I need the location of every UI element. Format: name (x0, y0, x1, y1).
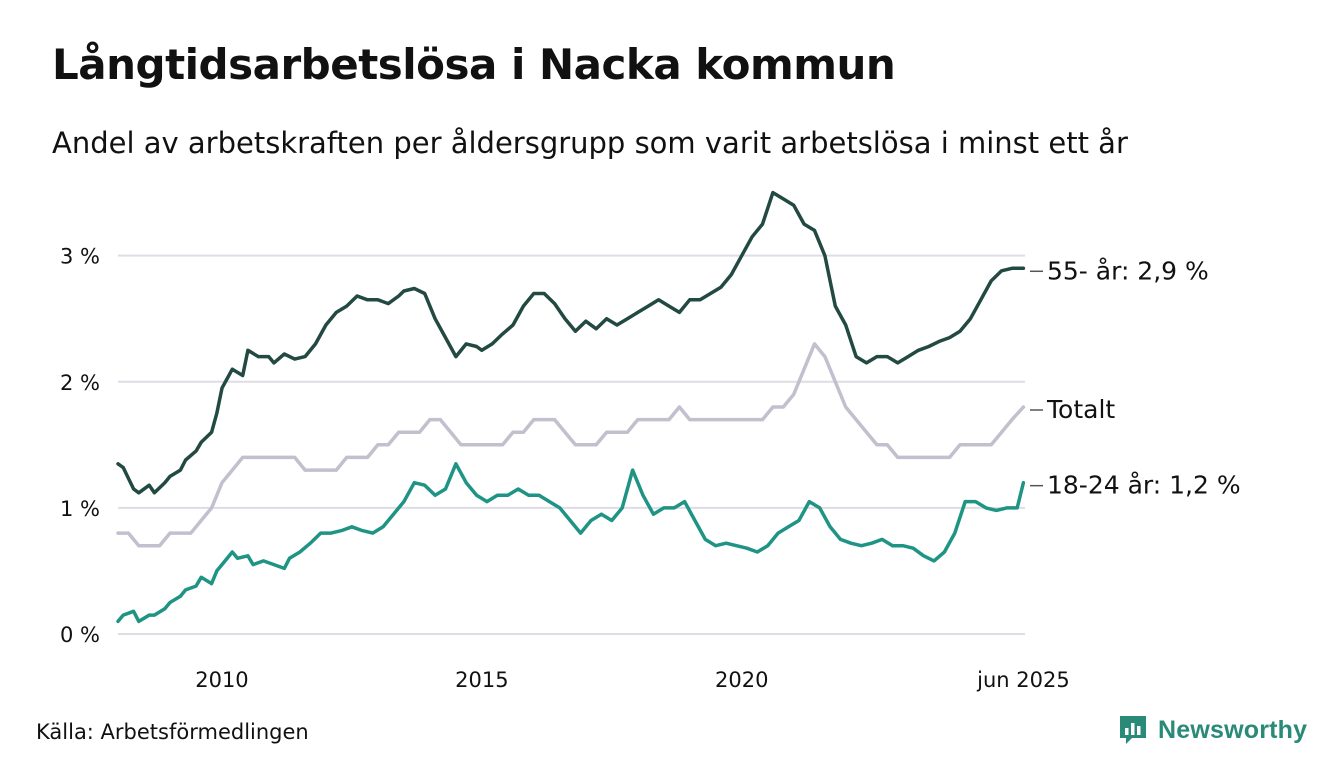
y-tick-label: 2 % (60, 371, 100, 395)
chart-subtitle: Andel av arbetskraften per åldersgrupp s… (52, 126, 1128, 160)
x-tick-label: jun 2025 (976, 668, 1070, 692)
x-tick-label: 2010 (195, 668, 248, 692)
y-tick-label: 3 % (60, 245, 100, 269)
end-label-s55: 55- år: 2,9 % (1047, 256, 1209, 285)
source-note: Källa: Arbetsförmedlingen (36, 720, 309, 744)
series-line-total (116, 342, 1026, 548)
brand-name: Newsworthy (1158, 715, 1308, 744)
x-tick-label: 2020 (715, 668, 768, 692)
y-tick-label: 1 % (60, 497, 100, 521)
end-label-total: Totalt (1046, 395, 1115, 424)
series-line-s55 (116, 190, 1026, 495)
y-tick-label: 0 % (60, 623, 100, 647)
newsworthy-logo-icon (1120, 716, 1146, 744)
series-line-s18 (116, 462, 1026, 624)
chart-title: Långtidsarbetslösa i Nacka kommun (52, 40, 896, 89)
brand-logo[interactable]: Newsworthy (1118, 714, 1307, 746)
x-tick-label: 2015 (455, 668, 508, 692)
end-label-s18: 18-24 år: 1,2 % (1047, 471, 1241, 500)
